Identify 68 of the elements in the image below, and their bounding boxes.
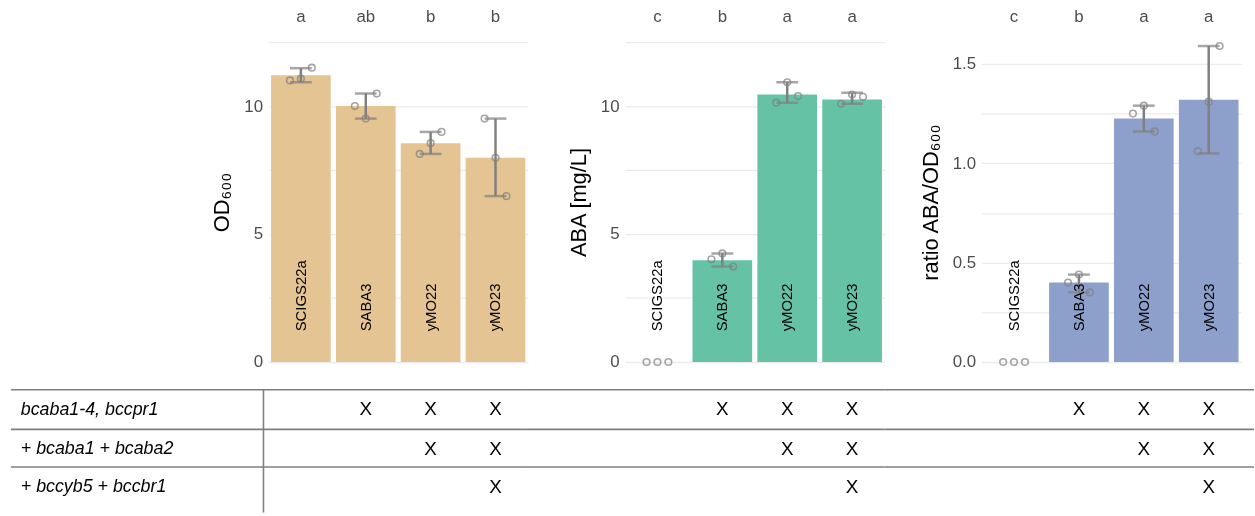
y-tick-label: 10	[244, 96, 263, 116]
x-tick-label: yMO22	[422, 283, 439, 332]
x-tick-label: SABA3	[1070, 283, 1087, 332]
bar	[822, 99, 882, 363]
text: X	[489, 398, 502, 420]
text: X	[359, 398, 373, 420]
y-tick-label: 10	[600, 96, 620, 116]
x-tick-label: SABA3	[714, 283, 731, 332]
text: X	[1072, 398, 1086, 420]
text: a	[296, 7, 307, 27]
bar	[1049, 282, 1109, 363]
text: X	[716, 398, 729, 420]
y-axis-title: ABA [mg/L]	[565, 148, 591, 258]
y-tick-label: 0.5	[952, 253, 977, 273]
y-tick-label: 5	[253, 224, 263, 244]
text: c	[653, 7, 662, 27]
text: a	[1204, 7, 1215, 27]
text: X	[424, 438, 437, 460]
bar	[757, 94, 818, 363]
y-tick-label: 5	[610, 224, 620, 244]
text: X	[424, 398, 437, 420]
bar	[692, 260, 753, 363]
text: X	[489, 475, 502, 497]
category-label: + bccyb5 + bccbr1	[20, 475, 167, 496]
y-tick-label: 0	[253, 352, 263, 372]
text: a	[847, 7, 858, 27]
y-axis-title: OD₆₀₀	[209, 172, 235, 233]
x-tick-label: SCIGS22a	[1006, 259, 1023, 332]
text: a	[1139, 7, 1150, 27]
bar	[465, 157, 526, 363]
x-tick-label: yMO23	[844, 283, 861, 332]
text: X	[1202, 438, 1215, 460]
text: b	[1074, 7, 1084, 27]
x-tick-label: SCIGS22a	[649, 259, 666, 332]
x-tick-label: yMO23	[487, 283, 504, 332]
bar	[1113, 118, 1174, 363]
text: X	[780, 398, 794, 420]
text: ab	[356, 7, 376, 27]
y-tick-label: 1.5	[952, 54, 977, 74]
text: X	[845, 475, 859, 497]
text: 0.0	[952, 352, 977, 372]
text: X	[780, 438, 794, 460]
y-tick-label: 0	[610, 352, 620, 372]
bar	[271, 75, 331, 363]
text: a	[782, 7, 793, 27]
text: X	[845, 438, 859, 460]
x-tick-label: SCIGS22a	[292, 259, 309, 332]
x-tick-label: yMO23	[1200, 283, 1217, 332]
category-label: bcaba1-4, bccpr1	[20, 398, 159, 419]
text: X	[1137, 398, 1151, 420]
text: b	[425, 7, 436, 27]
text: X	[1137, 438, 1151, 460]
x-tick-label: SABA3	[357, 283, 374, 332]
text: X	[489, 438, 502, 460]
bar	[400, 143, 461, 363]
y-axis-title: ratio ABA/OD₆₀₀	[917, 124, 943, 281]
text: b	[717, 7, 728, 27]
bar	[335, 106, 396, 363]
text: c	[1009, 7, 1019, 27]
text: b	[490, 7, 501, 27]
x-tick-label: yMO22	[1135, 283, 1152, 332]
category-label: + bcaba1 + bcaba2	[20, 438, 174, 459]
text: X	[845, 398, 859, 420]
bar	[1178, 99, 1239, 363]
x-tick-label: yMO22	[779, 283, 796, 332]
text: X	[1202, 398, 1215, 420]
text: X	[1202, 475, 1215, 497]
text: 1.0	[952, 153, 977, 173]
